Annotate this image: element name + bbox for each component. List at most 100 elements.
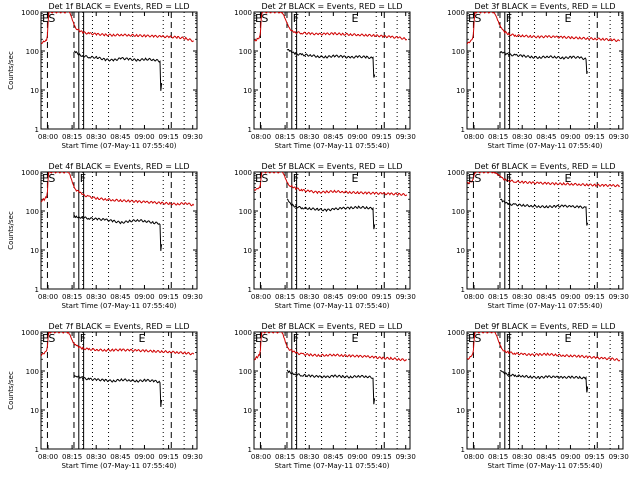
x-tick-label: 08:30	[299, 133, 319, 141]
x-tick-label: 08:00	[251, 133, 271, 141]
plot-area	[254, 332, 408, 449]
series-line-events	[499, 369, 589, 393]
event-marker-label: S	[474, 12, 481, 25]
plot-frame	[466, 331, 624, 450]
y-tick-label: 1000	[234, 329, 252, 337]
y-tick-label: 1	[35, 126, 39, 134]
plot-frame	[253, 11, 411, 130]
plot-area	[41, 172, 195, 289]
x-tick-label: 09:00	[347, 293, 367, 301]
x-tick-label: 09:15	[584, 133, 604, 141]
x-tick-label: 08:45	[110, 453, 130, 461]
x-axis-label: Start Time (07-May-11 07:55:40)	[487, 302, 602, 310]
y-tick-label: 1000	[21, 169, 39, 177]
event-marker-label: E	[42, 172, 49, 185]
y-tick-label: 10	[456, 407, 465, 415]
plot-frame	[253, 171, 411, 290]
series-line-lld	[254, 172, 408, 197]
chart-title: Det 5f BLACK = Events, RED = LLD	[261, 162, 402, 171]
event-marker-label: E	[468, 172, 475, 185]
y-tick-label: 10	[30, 87, 39, 95]
event-marker-label: S	[261, 332, 268, 345]
y-tick-label: 100	[239, 48, 252, 56]
event-marker-label: F	[293, 12, 299, 25]
series-line-events	[500, 198, 589, 226]
y-tick-label: 10	[30, 247, 39, 255]
y-tick-label: 10	[243, 407, 252, 415]
series-line-lld	[467, 12, 621, 45]
x-tick-label: 08:15	[488, 293, 508, 301]
plot-frame	[40, 11, 198, 130]
event-marker-label: E	[564, 12, 571, 25]
chart-panel-2: Det 2f BLACK = Events, RED = LLD 1 10 100 10…	[234, 2, 416, 150]
x-tick-label: 08:15	[275, 133, 295, 141]
x-tick-label: 08:30	[512, 133, 532, 141]
y-tick-label: 1	[35, 446, 39, 454]
series-line-lld	[467, 172, 621, 188]
x-tick-label: 09:30	[396, 293, 416, 301]
y-tick-label: 10	[456, 87, 465, 95]
series-line-lld	[254, 332, 408, 362]
x-tick-label: 08:45	[536, 293, 556, 301]
x-tick-label: 09:15	[158, 133, 178, 141]
event-marker-label: E	[42, 12, 49, 25]
plot-frame	[466, 11, 624, 130]
event-marker-label: F	[80, 332, 86, 345]
x-tick-label: 09:00	[134, 453, 154, 461]
plot-area	[254, 12, 408, 129]
event-marker-label: E	[255, 12, 262, 25]
y-tick-label: 1000	[21, 9, 39, 17]
y-tick-label: 1	[248, 286, 252, 294]
y-tick-label: 1	[248, 126, 252, 134]
x-tick-label: 08:45	[110, 133, 130, 141]
event-marker-label: E	[351, 12, 358, 25]
x-tick-label: 08:15	[62, 133, 82, 141]
plot-area	[254, 172, 408, 289]
x-tick-label: 08:00	[38, 293, 58, 301]
x-tick-label: 09:15	[371, 293, 391, 301]
plot-area	[41, 12, 194, 129]
x-axis-label: Start Time (07-May-11 07:55:40)	[274, 462, 389, 470]
x-tick-label: 09:15	[371, 133, 391, 141]
chart-panel-8: Det 8f BLACK = Events, RED = LLD 1 10 100 10…	[234, 322, 416, 470]
x-tick-label: 09:00	[347, 133, 367, 141]
series-line-events	[286, 49, 376, 78]
plot-area	[467, 12, 621, 129]
event-marker-label: F	[293, 332, 299, 345]
x-tick-label: 09:00	[134, 293, 154, 301]
y-tick-label: 10	[30, 407, 39, 415]
x-tick-label: 08:30	[299, 453, 319, 461]
event-marker-label: S	[48, 12, 55, 25]
series-line-events	[73, 50, 163, 91]
plot-frame	[466, 171, 624, 290]
event-marker-label: E	[468, 332, 475, 345]
plot-frame	[40, 331, 198, 450]
series-line-lld	[254, 12, 408, 42]
series-line-events	[286, 369, 376, 405]
series-line-events	[286, 198, 376, 230]
x-tick-label: 08:30	[86, 133, 106, 141]
chart-title: Det 6f BLACK = Events, RED = LLD	[474, 162, 615, 171]
y-tick-label: 1000	[447, 9, 465, 17]
x-tick-label: 08:45	[323, 133, 343, 141]
plot-frame	[40, 171, 198, 290]
x-tick-label: 08:45	[323, 293, 343, 301]
x-tick-label: 08:45	[536, 133, 556, 141]
event-marker-label: E	[42, 332, 49, 345]
x-tick-label: 09:00	[560, 293, 580, 301]
x-tick-label: 08:15	[488, 453, 508, 461]
x-tick-label: 09:30	[183, 133, 203, 141]
y-tick-label: 1000	[234, 9, 252, 17]
chart-panel-5: Det 5f BLACK = Events, RED = LLD 1 10 100 10…	[234, 162, 416, 310]
x-axis-label: Start Time (07-May-11 07:55:40)	[487, 142, 602, 150]
series-line-lld	[467, 332, 621, 362]
x-tick-label: 08:45	[536, 453, 556, 461]
x-axis-label: Start Time (07-May-11 07:55:40)	[274, 302, 389, 310]
x-tick-label: 08:45	[110, 293, 130, 301]
series-line-lld	[41, 12, 194, 45]
chart-panel-6: Det 6f BLACK = Events, RED = LLD 1 10 100 10…	[447, 162, 629, 310]
chart-title: Det 7f BLACK = Events, RED = LLD	[48, 322, 189, 331]
y-tick-label: 1000	[447, 169, 465, 177]
x-tick-label: 08:15	[488, 133, 508, 141]
